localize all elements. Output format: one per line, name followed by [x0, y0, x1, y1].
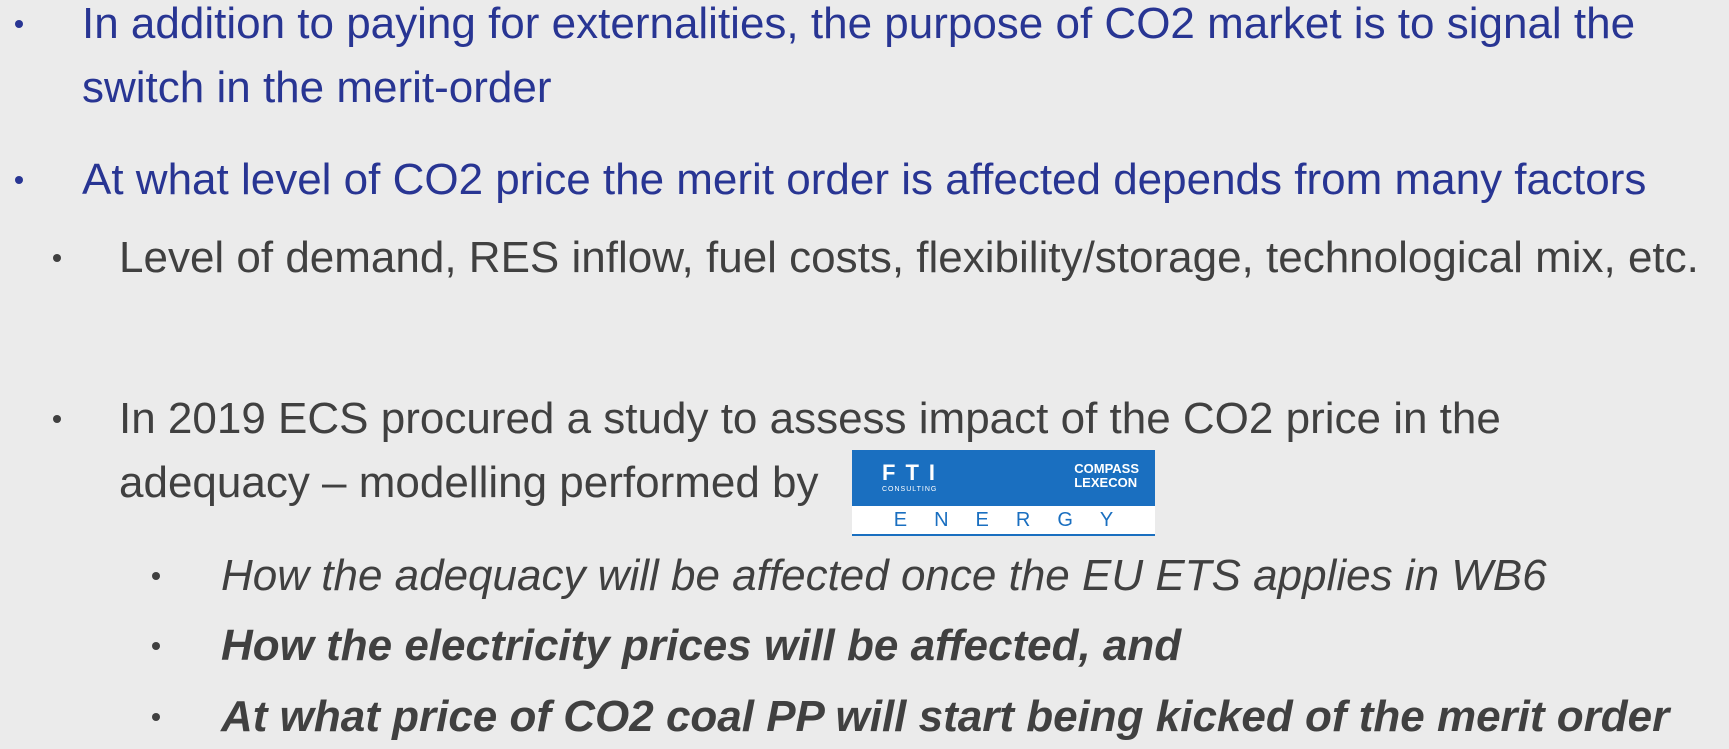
logo-energy: ENERGY: [893, 509, 1141, 531]
logo-banner: FTI CONSULTING COMPASS LEXECON: [852, 450, 1155, 506]
logo-fti: FTI: [882, 460, 945, 485]
bullet-text: In 2019 ECS procured a study to assess i…: [119, 394, 1501, 507]
bullet: [15, 20, 23, 28]
bullet: [53, 415, 61, 423]
bullet: [15, 176, 23, 184]
bullet-text: At what level of CO2 price the merit ord…: [82, 155, 1647, 204]
bullet-text: At what price of CO2 coal PP will start …: [221, 692, 1670, 741]
logo: FTI CONSULTING COMPASS LEXECON ENERGY: [852, 450, 1155, 536]
bullet: [152, 642, 160, 650]
bullet-text: Level of demand, RES inflow, fuel costs,…: [119, 233, 1699, 282]
bullet: [152, 713, 160, 721]
bullet-text: How the adequacy will be affected once t…: [221, 551, 1547, 600]
logo-lexecon: LEXECON: [1074, 475, 1138, 490]
logo-compass: COMPASS: [1074, 461, 1139, 476]
bullet-text: In addition to paying for externalities,…: [82, 0, 1636, 112]
logo-compass-lexecon: COMPASS LEXECON: [1074, 462, 1139, 490]
bullet: [53, 254, 61, 262]
logo-consulting: CONSULTING: [882, 486, 938, 493]
bullet: [152, 572, 160, 580]
bullet-text: How the electricity prices will be affec…: [221, 621, 1182, 670]
